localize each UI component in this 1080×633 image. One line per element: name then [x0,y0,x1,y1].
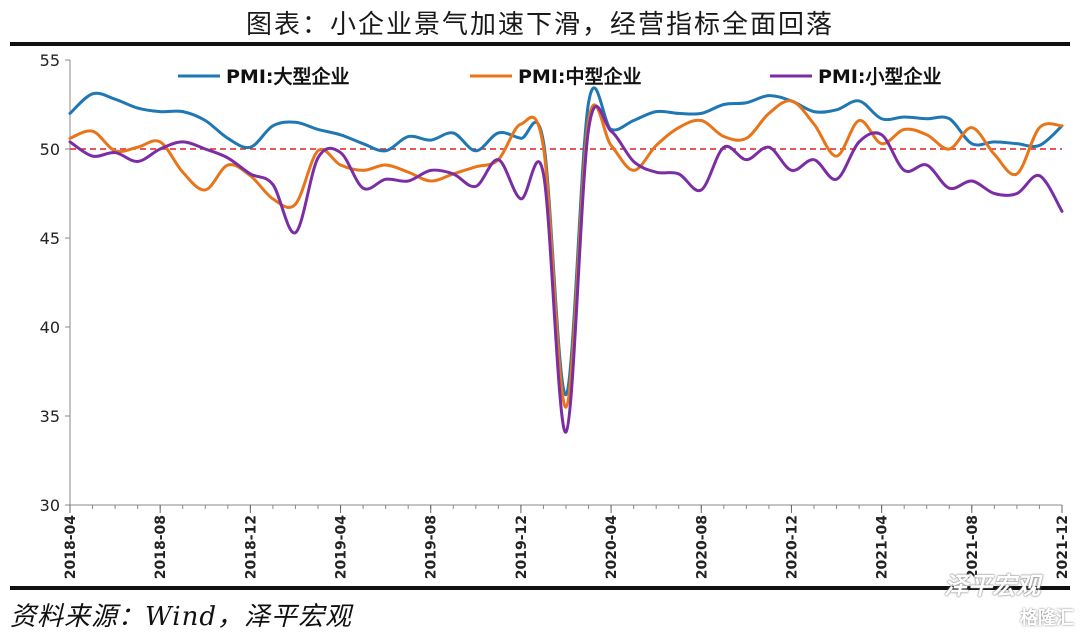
x-tick-label: 2020-04 [604,515,620,580]
x-tick-label: 2019-08 [424,515,440,579]
series-line-1 [68,86,1064,397]
plot-area [68,86,1064,434]
legend: PMI:大型企业 PMI:中型企业 PMI:小型企业 [178,65,942,88]
y-tick-label: 30 [40,496,60,515]
series-line-3 [68,104,1064,434]
legend-label-1: PMI:大型企业 [226,65,350,88]
x-tick-label: 2020-08 [694,515,710,579]
y-tick-label: 55 [40,51,60,70]
x-tick-label: 2021-08 [965,515,981,579]
legend-label-3: PMI:小型企业 [818,65,942,88]
y-tick-label: 40 [40,318,60,337]
x-tick-label: 2019-04 [334,515,350,580]
chart-title: 图表：小企业景气加速下滑，经营指标全面回落 [245,10,834,40]
y-tick-label: 35 [40,407,60,426]
top-rule [10,42,1070,46]
legend-label-2: PMI:中型企业 [518,65,642,88]
bottom-rule [10,586,1070,590]
x-tick-label: 2019-12 [514,515,530,579]
x-tick-label: 2018-12 [243,515,259,579]
watermark-text: 泽平宏观 [944,572,1040,600]
y-tick-label: 45 [40,229,60,248]
line-chart: 30 35 40 45 50 55 2018-04 2018-08 2018-12 2019-04… [40,51,1071,579]
series-line-2 [68,99,1064,409]
x-tick-label: 2020-12 [784,515,800,579]
axes: 30 35 40 45 50 55 2018-04 2018-08 2018-12 2019-04… [40,51,1071,579]
y-tick-label: 50 [40,140,60,159]
source-note: 资料来源：Wind，泽平宏观 [10,602,352,632]
x-tick-label: 2018-04 [63,515,79,580]
x-tick-label: 2021-12 [1055,515,1071,579]
watermark-logo-text: 格隆汇 [1020,608,1074,629]
x-tick-label: 2018-08 [153,515,169,579]
x-tick-label: 2021-04 [875,515,891,580]
